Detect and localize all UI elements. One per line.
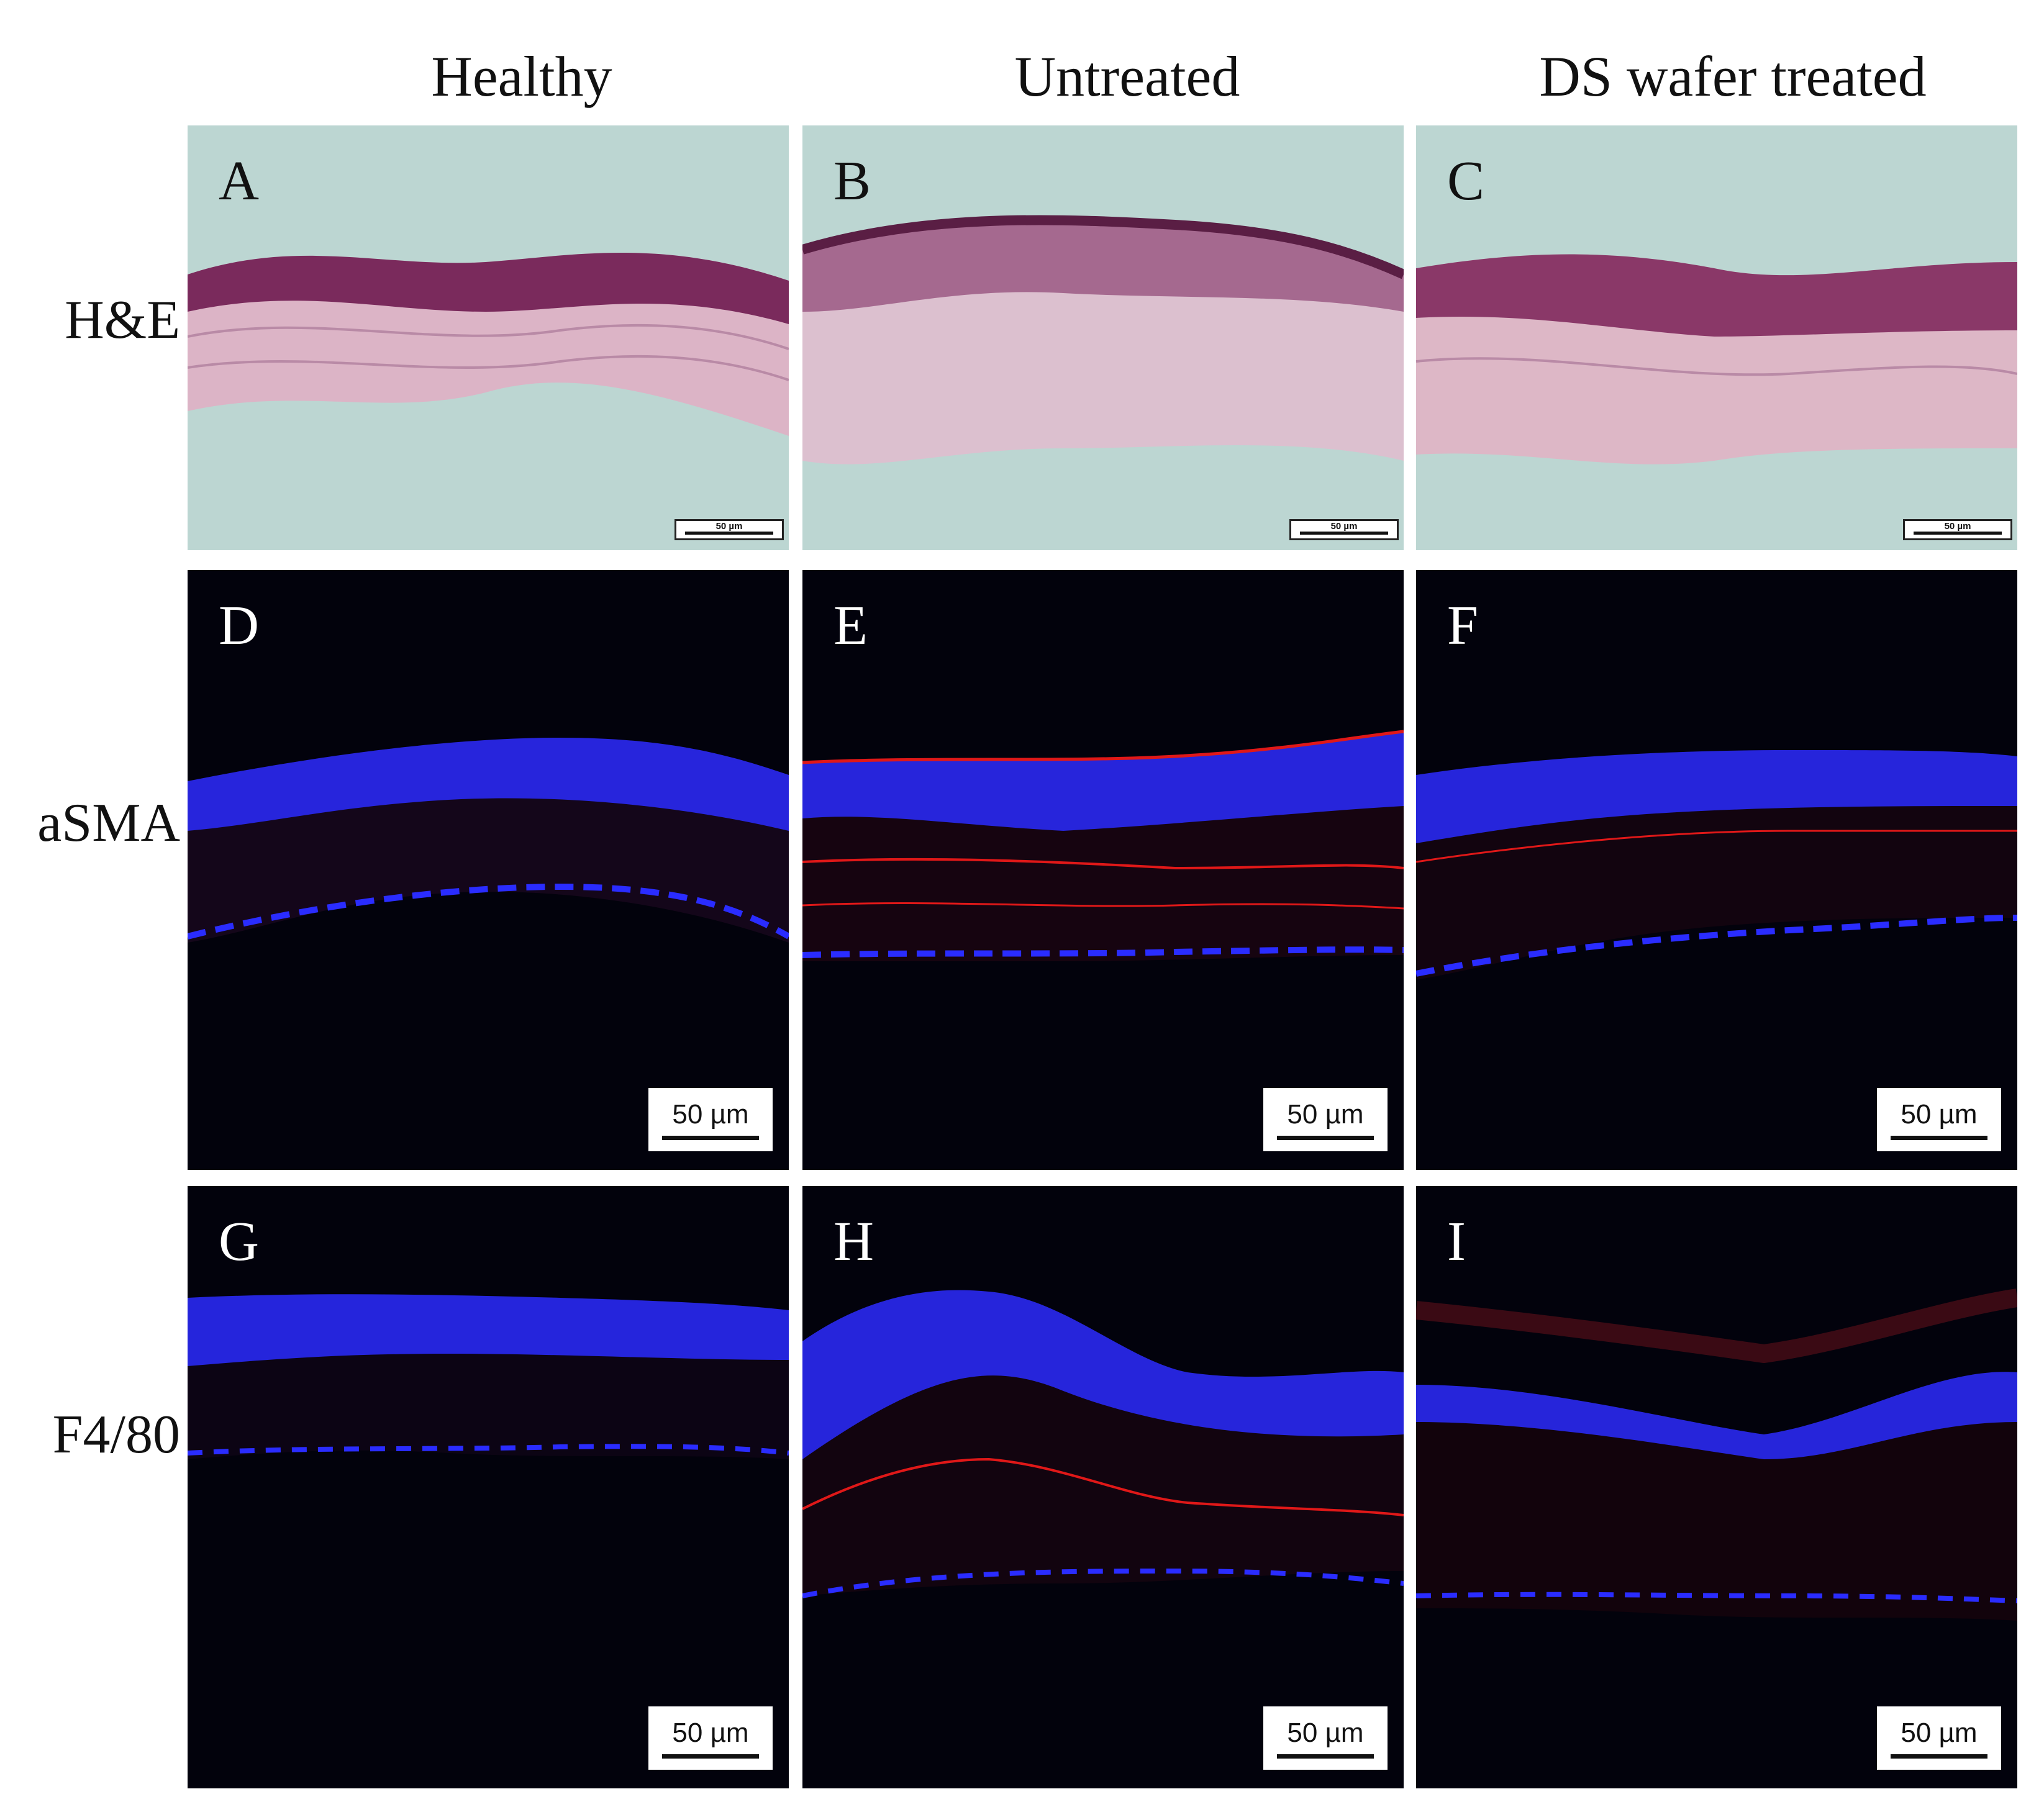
panel-b-he-untreated: B 50 µm <box>802 125 1404 550</box>
scale-bar: 50 µm <box>1903 519 2012 540</box>
column-header-healthy: Healthy <box>431 45 612 108</box>
scale-bar-label: 50 µm <box>1287 1718 1364 1748</box>
fluorescence-image <box>802 1290 1404 1598</box>
scale-bar-label: 50 µm <box>672 1718 749 1748</box>
panel-letter: E <box>833 595 868 656</box>
scale-bar-line <box>662 1136 759 1140</box>
panel-i-f480-ds-wafer-treated: I 50 µm <box>1416 1186 2017 1788</box>
panel-e-asma-untreated: E 50 µm <box>802 570 1404 1170</box>
panel-a-he-healthy: A 50 µm <box>188 125 789 550</box>
scale-bar-line <box>1891 1136 1987 1140</box>
scale-bar-label: 50 µm <box>1944 521 1971 532</box>
scale-bar: 50 µm <box>648 1706 773 1770</box>
he-tissue-image <box>802 215 1404 464</box>
column-header-ds-wafer-treated: DS wafer treated <box>1539 45 1927 108</box>
scale-bar-label: 50 µm <box>672 1099 749 1130</box>
panel-letter: H <box>833 1211 874 1272</box>
scale-bar: 50 µm <box>1289 519 1399 540</box>
scale-bar: 50 µm <box>1877 1706 2001 1770</box>
scale-bar-line <box>1914 532 2002 535</box>
scale-bar-label: 50 µm <box>1287 1099 1364 1130</box>
panel-letter: I <box>1447 1211 1466 1272</box>
fluorescence-image <box>1416 750 2017 980</box>
scale-bar: 50 µm <box>648 1088 773 1151</box>
scale-bar: 50 µm <box>1877 1088 2001 1151</box>
fluorescence-image <box>1416 1288 2017 1621</box>
scale-bar-line <box>1300 532 1388 535</box>
panel-letter: D <box>219 595 259 656</box>
panel-d-asma-healthy: D 50 µm <box>188 570 789 1170</box>
row-label-asma: aSMA <box>37 793 180 853</box>
panel-h-f480-untreated: H 50 µm <box>802 1186 1404 1788</box>
panel-letter: C <box>1447 150 1485 212</box>
scale-bar: 50 µm <box>1263 1706 1388 1770</box>
row-label-f480: F4/80 <box>52 1405 180 1465</box>
panel-letter: F <box>1447 595 1479 656</box>
he-tissue-image <box>1416 254 2017 464</box>
panel-letter: A <box>219 150 259 212</box>
panel-letter: B <box>833 150 871 212</box>
scale-bar-line <box>685 532 773 535</box>
scale-bar: 50 µm <box>1263 1088 1388 1151</box>
column-header-untreated: Untreated <box>1014 45 1240 108</box>
fluorescence-image <box>802 730 1404 961</box>
fluorescence-image <box>188 738 789 943</box>
scale-bar: 50 µm <box>675 519 784 540</box>
scale-bar-label: 50 µm <box>1901 1718 1978 1748</box>
scale-bar-line <box>1277 1136 1374 1140</box>
fluorescence-image <box>188 1294 789 1459</box>
scale-bar-line <box>1891 1754 1987 1759</box>
panel-f-asma-ds-wafer-treated: F 50 µm <box>1416 570 2017 1170</box>
scale-bar-line <box>662 1754 759 1759</box>
panel-letter: G <box>219 1211 259 1272</box>
row-label-he: H&E <box>65 290 180 350</box>
he-tissue-image <box>188 253 789 436</box>
panel-g-f480-healthy: G 50 µm <box>188 1186 789 1788</box>
scale-bar-label: 50 µm <box>1901 1099 1978 1130</box>
panel-c-he-ds-wafer-treated: C 50 µm <box>1416 125 2017 550</box>
scale-bar-line <box>1277 1754 1374 1759</box>
scale-bar-label: 50 µm <box>1330 521 1358 532</box>
scale-bar-label: 50 µm <box>715 521 743 532</box>
